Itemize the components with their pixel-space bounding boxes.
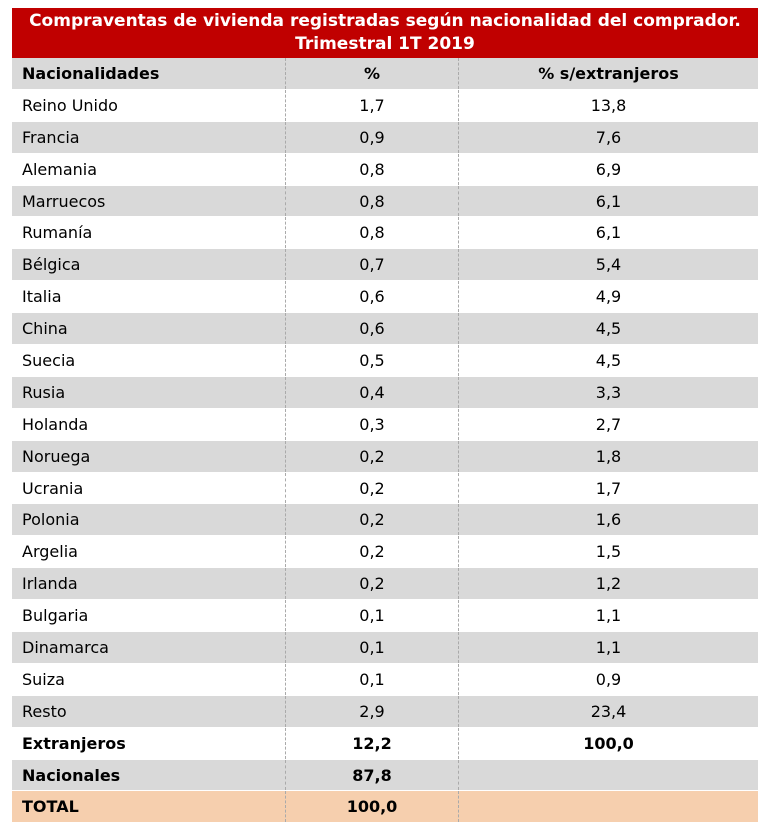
table-cell: Francia bbox=[22, 127, 80, 147]
table-cell: 0,8 bbox=[285, 217, 458, 249]
table-cell: 1,8 bbox=[458, 440, 758, 472]
table-cell: Argelia bbox=[22, 542, 78, 562]
table-cell: 6,1 bbox=[458, 185, 758, 217]
table-cell: 87,8 bbox=[285, 759, 458, 791]
table-cell: 4,5 bbox=[458, 313, 758, 345]
table-row: Bulgaria 0,1 1,1 bbox=[12, 600, 758, 633]
table-cell: 0,2 bbox=[285, 504, 458, 536]
table-cell: Bulgaria bbox=[22, 606, 89, 626]
table-cell: Suiza bbox=[22, 669, 65, 689]
table-body: Nacionalidades%% s/extranjeros Reino Unid… bbox=[12, 58, 758, 824]
table-cell: % s/extranjeros bbox=[458, 58, 758, 89]
table-row: Polonia 0,2 1,6 bbox=[12, 504, 758, 537]
table-cell: 23,4 bbox=[458, 695, 758, 727]
table-row: Irlanda 0,2 1,2 bbox=[12, 568, 758, 601]
table-cell: Resto bbox=[22, 701, 67, 721]
table-cell: 0,3 bbox=[285, 408, 458, 440]
table-cell: 100,0 bbox=[285, 791, 458, 823]
table-cell: 1,1 bbox=[458, 632, 758, 663]
table-cell: Extranjeros bbox=[22, 733, 126, 753]
table-cell: 5,4 bbox=[458, 249, 758, 281]
table-row: Suiza 0,1 0,9 bbox=[12, 663, 758, 696]
table-cell: 0,7 bbox=[285, 249, 458, 281]
table-cell: 0,8 bbox=[285, 153, 458, 185]
table-cell: 0,1 bbox=[285, 632, 458, 663]
table-row: Ucrania 0,2 1,7 bbox=[12, 472, 758, 505]
table-cell: 0,2 bbox=[285, 536, 458, 568]
table-cell bbox=[458, 791, 758, 823]
table-cell: 0,9 bbox=[285, 121, 458, 153]
table-cell: Nacionalidades bbox=[22, 63, 160, 83]
table-cell: Reino Unido bbox=[22, 95, 118, 115]
table-cell: 100,0 bbox=[458, 727, 758, 759]
table-cell: Ucrania bbox=[22, 478, 84, 498]
table-cell: 7,6 bbox=[458, 121, 758, 153]
table-cell: Polonia bbox=[22, 510, 80, 530]
table-row: Alemania 0,8 6,9 bbox=[12, 153, 758, 186]
table-row: Reino Unido 1,7 13,8 bbox=[12, 89, 758, 122]
table-cell: 2,9 bbox=[285, 695, 458, 727]
table-row: China 0,6 4,5 bbox=[12, 313, 758, 346]
table-cell: Marruecos bbox=[22, 191, 106, 211]
table-cell: 1,7 bbox=[458, 472, 758, 504]
table-cell: 0,8 bbox=[285, 185, 458, 217]
table-cell: 4,9 bbox=[458, 281, 758, 313]
table-title: Compraventas de vivienda registradas seg… bbox=[12, 8, 758, 58]
table-row: Nacionales 87,8 bbox=[12, 759, 758, 792]
table-cell: 3,3 bbox=[458, 376, 758, 408]
table-cell: 2,7 bbox=[458, 408, 758, 440]
table: Compraventas de vivienda registradas seg… bbox=[12, 8, 758, 824]
table-row: Suecia 0,5 4,5 bbox=[12, 345, 758, 377]
table-cell: Italia bbox=[22, 287, 62, 307]
table-cell: Rumanía bbox=[22, 223, 93, 243]
table-cell: China bbox=[22, 319, 68, 339]
table-cell: Dinamarca bbox=[22, 637, 109, 657]
table-cell: 1,7 bbox=[285, 89, 458, 121]
table-row: Francia 0,9 7,6 bbox=[12, 121, 758, 154]
table-cell: 0,1 bbox=[285, 663, 458, 695]
table-cell: 1,1 bbox=[458, 600, 758, 632]
table-cell: 1,6 bbox=[458, 504, 758, 536]
table-row: Marruecos 0,8 6,1 bbox=[12, 185, 758, 218]
table-cell: Holanda bbox=[22, 414, 89, 434]
table-cell: Noruega bbox=[22, 446, 91, 466]
table-row: Noruega 0,2 1,8 bbox=[12, 440, 758, 473]
table-cell: Bélgica bbox=[22, 255, 81, 275]
table-cell: 12,2 bbox=[285, 727, 458, 759]
table-cell: Irlanda bbox=[22, 574, 78, 594]
table-cell: 1,2 bbox=[458, 568, 758, 600]
table-cell: % bbox=[285, 58, 458, 89]
table-cell: Nacionales bbox=[22, 765, 121, 785]
table-cell: Suecia bbox=[22, 350, 76, 370]
table-cell: 0,9 bbox=[458, 663, 758, 695]
table-row: Holanda 0,3 2,7 bbox=[12, 408, 758, 441]
table-row: Resto 2,9 23,4 bbox=[12, 695, 758, 728]
table-cell: 0,1 bbox=[285, 600, 458, 632]
table-row: Extranjeros 12,2 100,0 bbox=[12, 727, 758, 760]
table-cell: 13,8 bbox=[458, 89, 758, 121]
table-row: Nacionalidades%% s/extranjeros bbox=[12, 58, 758, 90]
table-cell: 0,2 bbox=[285, 440, 458, 472]
table-cell: 6,9 bbox=[458, 153, 758, 185]
table-cell: 6,1 bbox=[458, 217, 758, 249]
table-row: Rusia 0,4 3,3 bbox=[12, 376, 758, 409]
table-cell: 0,6 bbox=[285, 281, 458, 313]
table-cell: 0,2 bbox=[285, 472, 458, 504]
table-cell: 0,4 bbox=[285, 376, 458, 408]
table-cell bbox=[458, 759, 758, 791]
table-cell: Alemania bbox=[22, 159, 98, 179]
table-cell: 4,5 bbox=[458, 345, 758, 376]
table-row: TOTAL 100,0 bbox=[12, 791, 758, 824]
table-row: Bélgica 0,7 5,4 bbox=[12, 249, 758, 282]
table-row: Dinamarca 0,1 1,1 bbox=[12, 632, 758, 664]
table-row: Rumanía 0,8 6,1 bbox=[12, 217, 758, 250]
table-row: Argelia 0,2 1,5 bbox=[12, 536, 758, 569]
table-cell: 0,2 bbox=[285, 568, 458, 600]
table-row: Italia 0,6 4,9 bbox=[12, 281, 758, 314]
table-cell: 1,5 bbox=[458, 536, 758, 568]
table-cell: 0,6 bbox=[285, 313, 458, 345]
table-cell: TOTAL bbox=[22, 797, 79, 817]
table-cell: 0,5 bbox=[285, 345, 458, 376]
table-cell: Rusia bbox=[22, 382, 66, 402]
